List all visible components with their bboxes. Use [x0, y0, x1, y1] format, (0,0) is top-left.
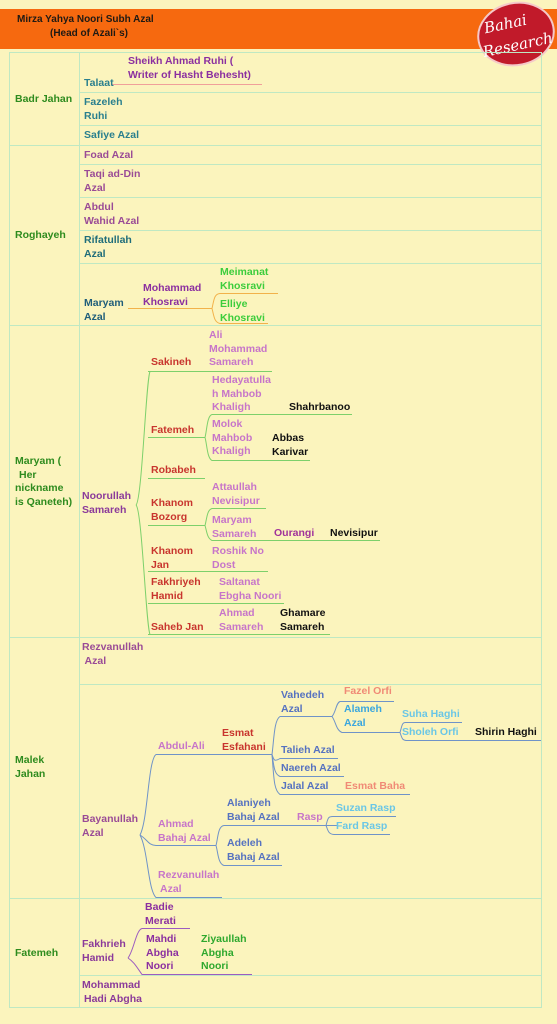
person-abbas-karivar: Abbas Karivar [272, 432, 309, 458]
person-saheb-jan: Saheb Jan [151, 621, 204, 633]
person-khanom-bozorg: Khanom Bozorg [151, 497, 193, 523]
person-abdul-ali: Abdul-Ali [158, 740, 205, 752]
person-jalal-azal: Jalal Azal [281, 780, 329, 792]
person-shirin-haghi: Shirin Haghi [475, 726, 537, 738]
person-esmat-esfahani: Esmat Esfahani [222, 727, 266, 753]
header-title: Mirza Yahya Noori Subh Azal [17, 14, 154, 25]
person-sheikh-ahmad-ruhi: Sheikh Ahmad Ruhi (Writer of Hasht Behes… [128, 55, 251, 81]
person-sakineh: Sakineh [151, 356, 192, 368]
header-subtitle: (Head of Azali`s) [50, 28, 128, 39]
person-talieh-azal: Talieh Azal [281, 744, 335, 756]
person-abdul-wahid-azal: Abdul Wahid Azal [84, 201, 140, 227]
person-suha-haghi: Suha Haghi [402, 708, 460, 720]
person-saltanat-ebgha-noori: Saltanat Ebgha Noori [219, 576, 282, 602]
person-naereh-azal: Naereh Azal [281, 762, 341, 774]
person-molok-mahbob-khaligh: Molok Mahbob Khaligh [212, 418, 253, 457]
section-fatemeh: Fatemeh [15, 947, 59, 959]
person-ziyaullah-abgha-noori: Ziyaullah Abgha Noori [201, 933, 247, 972]
person-suzan-rasp: Suzan Rasp [336, 802, 396, 814]
person-khanom-jan: Khanom Jan [151, 545, 193, 571]
person-alameh-azal: Alameh Azal [344, 703, 382, 729]
person-mohammad-khosravi: Mohammad Khosravi [143, 282, 202, 308]
person-fakhrieh-hamid: Fakhrieh Hamid [82, 938, 126, 964]
person-vahedeh-azal: Vahedeh Azal [281, 689, 325, 715]
person-ahmad-samareh: Ahmad Samareh [219, 607, 264, 633]
person-safiye-azal: Safiye Azal [84, 129, 140, 141]
person-taqi-ad-din-azal: Taqi ad-Din Azal [84, 168, 141, 194]
person-ghamare-samareh: Ghamare Samareh [280, 607, 326, 633]
section-badr-jahan: Badr Jahan [15, 93, 73, 105]
person-rasp: Rasp [297, 811, 323, 823]
person-meimanat-khosravi: Meimanat Khosravi [220, 266, 269, 292]
person-esmat-baha: Esmat Baha [345, 780, 406, 792]
person-fakhriyeh-hamid: Fakhriyeh Hamid [151, 576, 201, 602]
person-noorullah-samareh: Noorullah Samareh [82, 490, 131, 516]
person-ourangi: Ourangi [274, 527, 315, 539]
person-rezvanullah-azal-2: Rezvanullah Azal [158, 869, 220, 895]
person-adeleh-bahaj-azal: Adeleh Bahaj Azal [227, 837, 280, 863]
person-mahdi-abgha-noori: Mahdi Abgha Noori [146, 933, 179, 972]
person-rifatullah-azal: Rifatullah Azal [84, 234, 132, 260]
person-attaullah-nevisipur: Attaullah Nevisipur [212, 481, 260, 507]
person-foad-azal: Foad Azal [84, 149, 134, 161]
header-bar [0, 9, 557, 49]
person-bayanullah-azal: Bayanullah Azal [82, 813, 139, 839]
person-fatemeh-noorullah: Fatemeh [151, 424, 195, 436]
person-maryam-azal: Maryam Azal [84, 297, 124, 323]
person-hedayatullah-mahbob-khaligh: Hedayatulla h Mahbob Khaligh [212, 374, 271, 413]
person-sholeh-orfi: Sholeh Orfi [402, 726, 459, 738]
person-alaniyeh-bahaj-azal: Alaniyeh Bahaj Azal [227, 797, 280, 823]
person-mohammad-hadi-abgha: Mohammad Hadi Abgha [82, 979, 142, 1005]
person-ali-mohammad-samareh: Ali Mohammad Samareh [209, 329, 268, 368]
section-maryam: Maryam (Her nickname is Qaneteh) [15, 455, 73, 508]
person-roshik-no-dost: Roshik No Dost [212, 545, 264, 571]
person-elliye-khosravi: Elliye Khosravi [220, 298, 265, 324]
person-fazel-orfi: Fazel Orfi [344, 685, 392, 697]
person-fard-rasp: Fard Rasp [336, 820, 388, 832]
person-robabeh: Robabeh [151, 464, 196, 476]
person-shahrbanoo: Shahrbanoo [289, 401, 351, 413]
person-maryam-samareh: Maryam Samareh [212, 514, 257, 540]
person-ahmad-bahaj-azal: Ahmad Bahaj Azal [158, 818, 211, 844]
person-fazeleh-ruhi: Fazeleh Ruhi [84, 96, 123, 122]
person-talaat: Talaat [84, 77, 114, 89]
section-malek-jahan: Malek Jahan [15, 754, 46, 780]
person-rezvanullah-azal-1: Rezvanullah Azal [82, 641, 144, 667]
section-roghayeh: Roghayeh [15, 229, 66, 241]
person-nevisipur: Nevisipur [330, 527, 378, 539]
person-badie-merati: Badie Merati [145, 901, 176, 927]
